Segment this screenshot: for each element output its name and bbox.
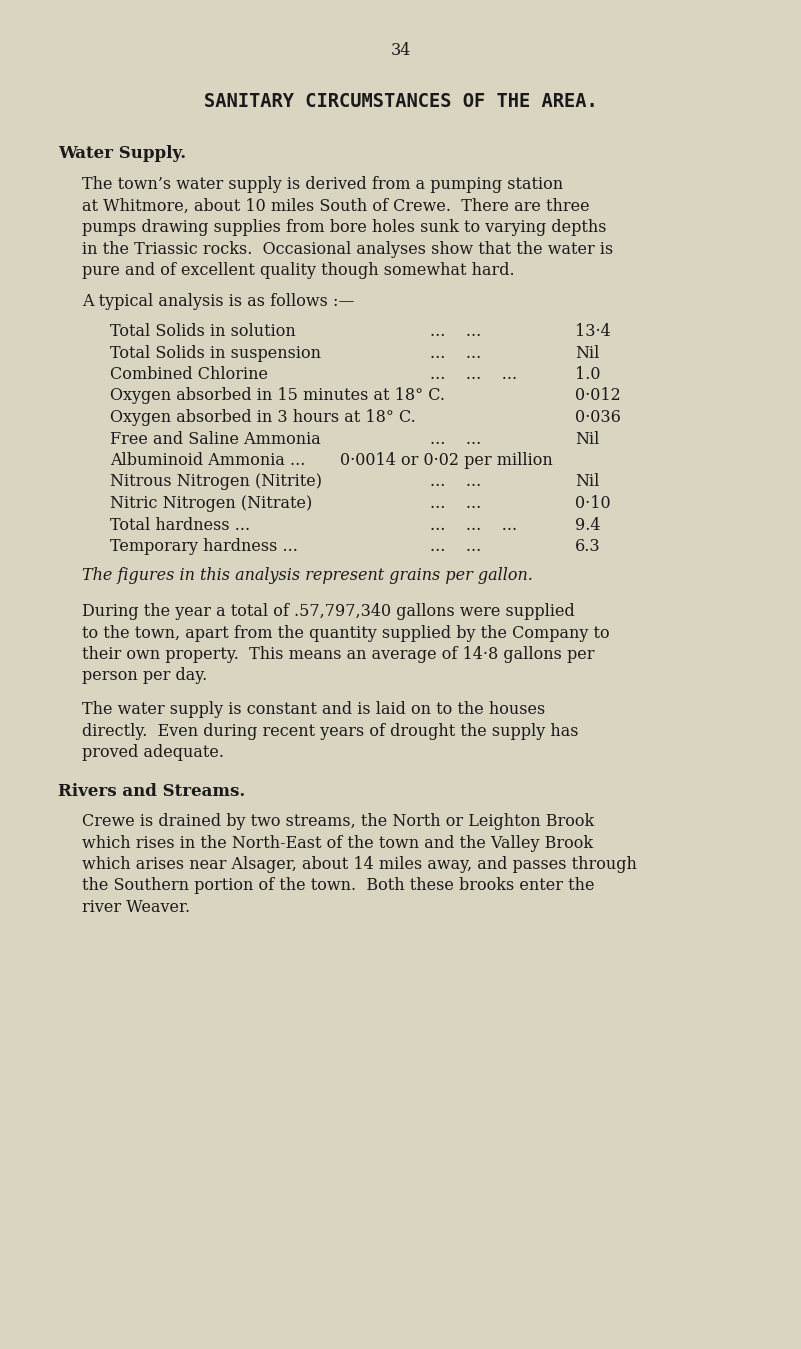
Text: Nitric Nitrogen (Nitrate): Nitric Nitrogen (Nitrate) xyxy=(110,495,312,513)
Text: to the town, apart from the quantity supplied by the Company to: to the town, apart from the quantity sup… xyxy=(82,625,610,642)
Text: Nitrous Nitrogen (Nitrite): Nitrous Nitrogen (Nitrite) xyxy=(110,473,322,491)
Text: Combined Chlorine: Combined Chlorine xyxy=(110,366,268,383)
Text: 0·036: 0·036 xyxy=(575,409,621,426)
Text: 1.0: 1.0 xyxy=(575,366,601,383)
Text: proved adequate.: proved adequate. xyxy=(82,745,224,761)
Text: ...    ...: ... ... xyxy=(430,473,481,491)
Text: 6.3: 6.3 xyxy=(575,538,601,554)
Text: Total Solids in suspension: Total Solids in suspension xyxy=(110,344,321,362)
Text: person per day.: person per day. xyxy=(82,668,207,684)
Text: ...    ...    ...: ... ... ... xyxy=(430,517,517,533)
Text: 0·0014 or 0·02 per million: 0·0014 or 0·02 per million xyxy=(340,452,553,469)
Text: which arises near Alsager, about 14 miles away, and passes through: which arises near Alsager, about 14 mile… xyxy=(82,857,637,873)
Text: 34: 34 xyxy=(390,42,411,59)
Text: SANITARY CIRCUMSTANCES OF THE AREA.: SANITARY CIRCUMSTANCES OF THE AREA. xyxy=(203,92,598,111)
Text: Oxygen absorbed in 3 hours at 18° C.: Oxygen absorbed in 3 hours at 18° C. xyxy=(110,409,416,426)
Text: directly.  Even during recent years of drought the supply has: directly. Even during recent years of dr… xyxy=(82,723,578,739)
Text: in the Triassic rocks.  Occasional analyses show that the water is: in the Triassic rocks. Occasional analys… xyxy=(82,240,614,258)
Text: Crewe is drained by two streams, the North or Leighton Brook: Crewe is drained by two streams, the Nor… xyxy=(82,813,594,830)
Text: Total Solids in solution: Total Solids in solution xyxy=(110,322,296,340)
Text: 0·012: 0·012 xyxy=(575,387,621,405)
Text: ...    ...: ... ... xyxy=(430,495,481,513)
Text: at Whitmore, about 10 miles South of Crewe.  There are three: at Whitmore, about 10 miles South of Cre… xyxy=(82,197,590,214)
Text: Rivers and Streams.: Rivers and Streams. xyxy=(58,784,245,800)
Text: The figures in this analysis represent grains per gallon.: The figures in this analysis represent g… xyxy=(82,568,533,584)
Text: Albuminoid Ammonia ...: Albuminoid Ammonia ... xyxy=(110,452,305,469)
Text: the Southern portion of the town.  Both these brooks enter the: the Southern portion of the town. Both t… xyxy=(82,877,594,894)
Text: Nil: Nil xyxy=(575,473,599,491)
Text: ...    ...    ...: ... ... ... xyxy=(430,366,517,383)
Text: 9.4: 9.4 xyxy=(575,517,601,533)
Text: their own property.  This means an average of 14·8 gallons per: their own property. This means an averag… xyxy=(82,646,594,662)
Text: Oxygen absorbed in 15 minutes at 18° C.: Oxygen absorbed in 15 minutes at 18° C. xyxy=(110,387,445,405)
Text: pumps drawing supplies from bore holes sunk to varying depths: pumps drawing supplies from bore holes s… xyxy=(82,219,606,236)
Text: The town’s water supply is derived from a pumping station: The town’s water supply is derived from … xyxy=(82,175,563,193)
Text: ...    ...: ... ... xyxy=(430,322,481,340)
Text: Water Supply.: Water Supply. xyxy=(58,144,186,162)
Text: A typical analysis is as follows :—: A typical analysis is as follows :— xyxy=(82,294,355,310)
Text: The water supply is constant and is laid on to the houses: The water supply is constant and is laid… xyxy=(82,701,545,718)
Text: ...    ...: ... ... xyxy=(430,430,481,448)
Text: which rises in the North-East of the town and the Valley Brook: which rises in the North-East of the tow… xyxy=(82,835,593,851)
Text: Nil: Nil xyxy=(575,344,599,362)
Text: 0·10: 0·10 xyxy=(575,495,610,513)
Text: Temporary hardness ...: Temporary hardness ... xyxy=(110,538,298,554)
Text: ...    ...: ... ... xyxy=(430,538,481,554)
Text: 13·4: 13·4 xyxy=(575,322,610,340)
Text: Total hardness ...: Total hardness ... xyxy=(110,517,250,533)
Text: pure and of excellent quality though somewhat hard.: pure and of excellent quality though som… xyxy=(82,262,514,279)
Text: Free and Saline Ammonia: Free and Saline Ammonia xyxy=(110,430,320,448)
Text: Nil: Nil xyxy=(575,430,599,448)
Text: river Weaver.: river Weaver. xyxy=(82,898,190,916)
Text: ...    ...: ... ... xyxy=(430,344,481,362)
Text: During the year a total of .57,797,340 gallons were supplied: During the year a total of .57,797,340 g… xyxy=(82,603,575,621)
